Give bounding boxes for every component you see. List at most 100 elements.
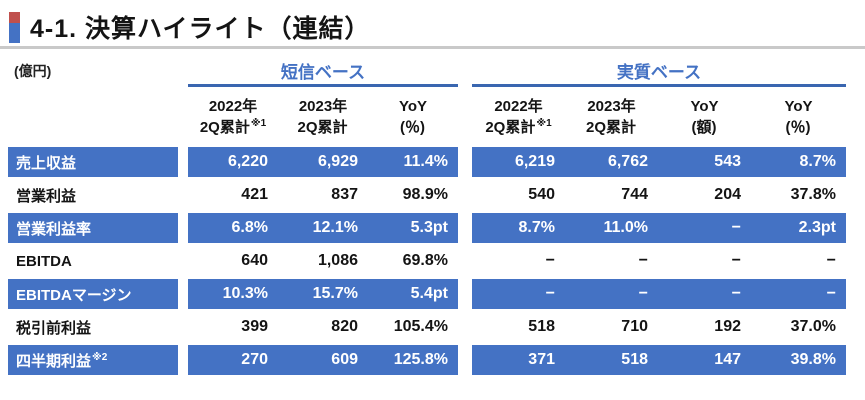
table-cell: −: [826, 252, 836, 269]
table-cell: 518: [565, 345, 658, 375]
table-cell: 6.8%: [188, 213, 278, 243]
group-header-label: 短信ベース: [280, 63, 366, 82]
column-gap: [458, 147, 472, 177]
group-header-label: 実質ベース: [616, 63, 702, 82]
table-cell: −: [565, 279, 658, 309]
table-cell: 8.7%: [472, 213, 565, 243]
table-cell: −: [545, 252, 555, 269]
table-cell: 5.4pt: [368, 279, 458, 309]
column-header-line1: YoY: [398, 98, 428, 115]
column-header-line1: 2022年: [208, 98, 258, 115]
column-header-line2: 2Q累計※1: [485, 117, 552, 136]
table-cell: 518: [528, 318, 555, 335]
column-header: YoY (額): [658, 90, 751, 144]
title-accent-bar: [9, 11, 20, 43]
column-gap: [458, 246, 472, 276]
table-cell: −: [638, 252, 648, 269]
column-gap: [178, 180, 188, 210]
column-gap: [178, 312, 188, 342]
unit-label: (億円): [14, 63, 52, 79]
column-header-line2: (％): [400, 118, 425, 136]
table-cell: 1,086: [317, 252, 358, 269]
column-header-line1: YoY: [784, 98, 813, 115]
table-cell: 12.1%: [278, 213, 368, 243]
table-cell: 147: [658, 345, 751, 375]
table-cell: 710: [621, 318, 648, 335]
table-cell: 11.0%: [565, 213, 658, 243]
group-header-tanshin: 短信ベース: [188, 59, 458, 87]
column-gap: [178, 59, 188, 87]
table-cell: 6,929: [278, 147, 368, 177]
table-cell: 98.9%: [402, 186, 448, 203]
column-header-line1: 2023年: [298, 98, 348, 115]
column-gap: [458, 345, 472, 375]
row-label: 営業利益率: [8, 213, 178, 243]
table-cell: 37.8%: [790, 186, 836, 203]
row-label: 営業利益: [16, 187, 77, 205]
table-cell: −: [731, 252, 741, 269]
column-header: 2023年 2Q累計: [278, 90, 368, 144]
column-header: YoY (％): [751, 90, 846, 144]
column-gap: [458, 213, 472, 243]
table-cell: 204: [714, 186, 741, 203]
column-gap: [178, 90, 188, 144]
column-header-line1: YoY: [690, 98, 719, 115]
column-header-line1: 2022年: [494, 98, 543, 115]
column-gap: [458, 59, 472, 87]
table-cell: −: [472, 279, 565, 309]
page-title: 4-1. 決算ハイライト（連結）: [30, 15, 371, 43]
column-header: 2023年 2Q累計: [565, 90, 658, 144]
row-label: 売上収益: [8, 147, 178, 177]
column-header: 2022年 2Q累計※1: [188, 90, 278, 144]
table-cell: 6,220: [188, 147, 278, 177]
column-header: YoY (％): [368, 90, 458, 144]
table-cell: 2.3pt: [751, 213, 846, 243]
column-header: 2022年 2Q累計※1: [472, 90, 565, 144]
title-divider: [0, 46, 865, 49]
title-accent-blue: [9, 22, 20, 43]
column-header-line2: (％): [785, 118, 811, 136]
table-cell: 543: [658, 147, 751, 177]
table-cell: 270: [188, 345, 278, 375]
footnote-ref: ※1: [536, 117, 552, 129]
table-cell: −: [751, 279, 846, 309]
table-cell: 837: [331, 186, 358, 203]
table-cell: 609: [278, 345, 368, 375]
header-spacer: [8, 90, 178, 144]
table-cell: 421: [241, 186, 268, 203]
table-cell: 37.0%: [790, 318, 836, 335]
table-cell: 15.7%: [278, 279, 368, 309]
table-cell: 39.8%: [751, 345, 846, 375]
column-gap: [458, 90, 472, 144]
results-table: (億円) 短信ベース 実質ベース 2022年 2Q累計※1 2023年 2Q累計…: [8, 59, 865, 375]
column-gap: [178, 147, 188, 177]
table-cell: 820: [331, 318, 358, 335]
table-cell: 744: [621, 186, 648, 203]
table-cell: 11.4%: [368, 147, 458, 177]
table-cell: 540: [528, 186, 555, 203]
table-cell: 6,762: [565, 147, 658, 177]
table-cell: 640: [241, 252, 268, 269]
column-header-line2: 2Q累計: [585, 118, 636, 136]
title-accent-red: [9, 11, 20, 23]
column-header-line2: (額): [691, 118, 717, 136]
column-header-line1: 2023年: [587, 98, 636, 115]
table-cell: 125.8%: [368, 345, 458, 375]
table-cell: 399: [241, 318, 268, 335]
footnote-ref: ※2: [92, 351, 108, 363]
table-cell: 8.7%: [751, 147, 846, 177]
group-header-jisshitsu: 実質ベース: [472, 59, 846, 87]
table-cell: 192: [714, 318, 741, 335]
row-label: EBITDAマージン: [8, 279, 178, 309]
table-cell: 5.3pt: [368, 213, 458, 243]
column-gap: [178, 213, 188, 243]
footnote-ref: ※1: [250, 117, 267, 129]
row-label: EBITDA: [16, 252, 72, 270]
column-gap: [178, 246, 188, 276]
table-cell: 69.8%: [402, 252, 448, 269]
column-gap: [458, 180, 472, 210]
table-cell: 10.3%: [188, 279, 278, 309]
column-gap: [458, 279, 472, 309]
column-gap: [178, 345, 188, 375]
table-cell: −: [658, 279, 751, 309]
